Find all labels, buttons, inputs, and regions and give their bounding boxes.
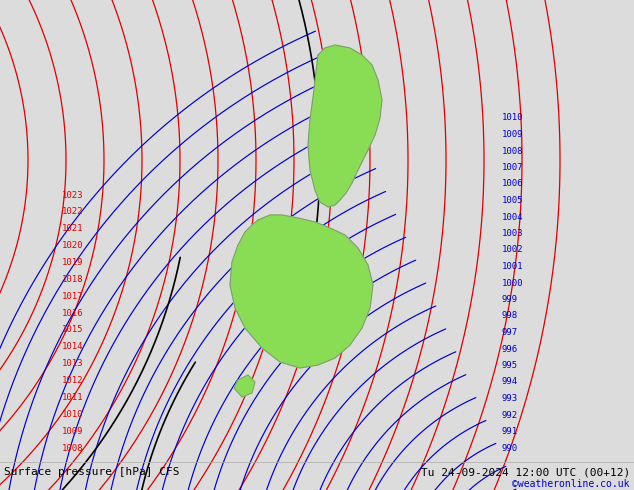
Text: 990: 990 <box>502 443 518 452</box>
Text: 1013: 1013 <box>62 359 84 368</box>
Text: 1009: 1009 <box>62 427 84 436</box>
Text: 1001: 1001 <box>502 262 524 271</box>
Text: 1008: 1008 <box>502 147 524 155</box>
Text: 1008: 1008 <box>62 443 84 452</box>
Polygon shape <box>230 215 373 368</box>
Text: 1000: 1000 <box>502 278 524 288</box>
Text: 992: 992 <box>502 411 518 419</box>
Text: 1002: 1002 <box>502 245 524 254</box>
Text: 998: 998 <box>502 312 518 320</box>
Text: 1007: 1007 <box>502 163 524 172</box>
Text: Surface pressure [hPa] CFS: Surface pressure [hPa] CFS <box>4 467 179 477</box>
Text: 1018: 1018 <box>62 275 84 284</box>
Text: 994: 994 <box>502 377 518 387</box>
Text: 991: 991 <box>502 427 518 436</box>
Text: 1012: 1012 <box>62 376 84 385</box>
Text: 1016: 1016 <box>62 309 84 318</box>
Text: 1010: 1010 <box>502 114 524 122</box>
Text: 995: 995 <box>502 361 518 370</box>
Text: 1011: 1011 <box>62 393 84 402</box>
Text: 1021: 1021 <box>62 224 84 233</box>
Text: 996: 996 <box>502 344 518 353</box>
Polygon shape <box>308 45 382 207</box>
Text: 993: 993 <box>502 394 518 403</box>
Text: ©weatheronline.co.uk: ©weatheronline.co.uk <box>512 479 630 489</box>
Polygon shape <box>234 375 255 397</box>
Text: 1017: 1017 <box>62 292 84 301</box>
Text: 999: 999 <box>502 295 518 304</box>
Text: 1009: 1009 <box>502 130 524 139</box>
Text: 1019: 1019 <box>62 258 84 267</box>
Text: Tu 24-09-2024 12:00 UTC (00+12): Tu 24-09-2024 12:00 UTC (00+12) <box>421 467 630 477</box>
Text: 1004: 1004 <box>502 213 524 221</box>
Text: 1005: 1005 <box>502 196 524 205</box>
Text: 1010: 1010 <box>62 410 84 419</box>
Text: 1022: 1022 <box>62 207 84 217</box>
Text: 1020: 1020 <box>62 241 84 250</box>
Text: 1015: 1015 <box>62 325 84 335</box>
Text: 1014: 1014 <box>62 343 84 351</box>
Text: 1023: 1023 <box>62 191 84 199</box>
Text: 1003: 1003 <box>502 229 524 238</box>
Text: 1006: 1006 <box>502 179 524 189</box>
Text: 997: 997 <box>502 328 518 337</box>
